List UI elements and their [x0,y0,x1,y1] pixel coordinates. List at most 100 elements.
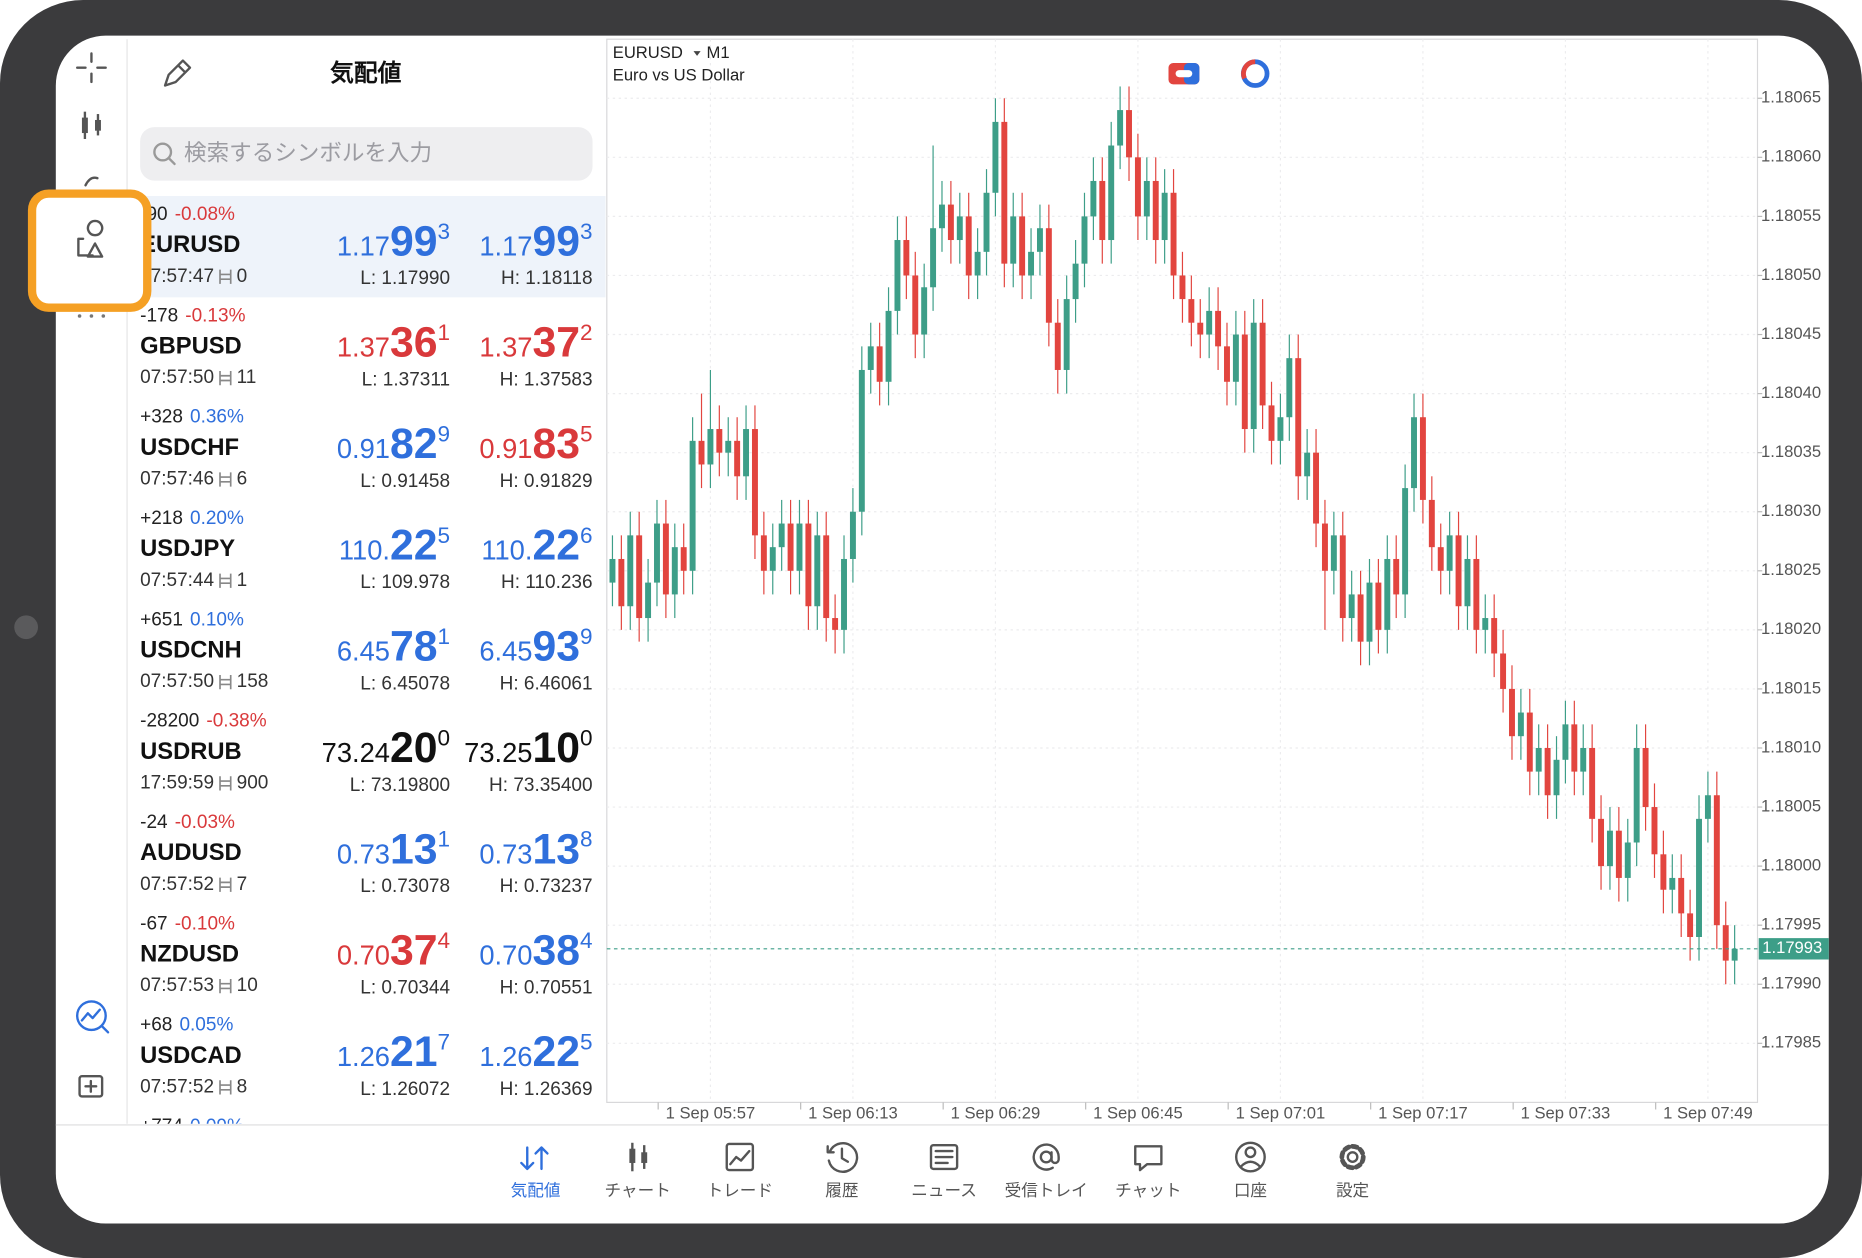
candle-body [1117,110,1124,146]
candle-body [1544,747,1551,796]
tab-label[interactable]: 設定 [1336,1181,1369,1200]
indicator-tool[interactable] [84,176,99,187]
candle-body [1402,488,1409,595]
symbol-name: USDJPY [140,535,235,562]
candle-body [796,523,803,571]
high-price: H: 6.46061 [500,673,593,694]
candle-body [1241,334,1248,430]
tab-label[interactable]: トレード [707,1181,773,1200]
x-tick-label: 1 Sep 07:01 [1236,1104,1326,1123]
candle-body [1179,275,1186,300]
low-price: L: 73.19800 [350,775,450,796]
chart-type-tool[interactable] [81,111,101,139]
candle-body [1188,299,1195,323]
candle-body [1375,582,1382,630]
more-tools[interactable] [77,314,106,318]
candle-body [671,547,678,595]
candle-body [1713,795,1720,926]
y-tick-label: 1.18005 [1761,796,1821,815]
candle-body [1722,925,1729,961]
candle-body [1348,594,1355,619]
high-price: H: 1.26369 [500,1079,593,1100]
candle-body [965,216,972,276]
candle-body [1232,334,1239,382]
candle-body [1036,228,1043,252]
tick-time: 07:57:52 [140,1076,214,1097]
candle-body [1606,830,1613,867]
tab-label[interactable]: 気配値 [511,1181,561,1200]
candle-body [1704,795,1711,819]
symbol-dropdown[interactable] [693,51,701,56]
x-tick-label: 1 Sep 07:17 [1378,1104,1468,1123]
candle-body [1197,322,1204,335]
price-sup: 7 [438,1029,451,1054]
tab-label[interactable]: ニュース [911,1181,977,1200]
change: +774 0.09% [140,1116,244,1137]
price-sup: 4 [580,928,593,953]
one-click-trading[interactable] [1168,62,1200,85]
price-prefix: 0.73 [337,838,390,869]
price-big: 21 [390,1028,438,1076]
price-big: 10 [532,724,580,772]
change-pct: 0.09% [190,1116,244,1137]
tab-label[interactable]: チャット [1115,1181,1181,1200]
high-price: H: 110.236 [501,572,593,593]
candle-body [787,523,794,571]
y-tick-label: 1.18010 [1761,737,1821,756]
crosshair-tool[interactable] [76,52,107,84]
tick-time: 07:57:47 [140,266,214,287]
search-icon [153,142,176,166]
y-tick-label: 1.18035 [1761,442,1821,461]
candle-body [1215,310,1222,347]
candle-body [1464,558,1471,607]
price-prefix: 1.17 [479,230,532,261]
y-tick-label: 1.18060 [1761,147,1821,166]
tab-label[interactable]: チャート [605,1181,671,1200]
candle-body [1384,558,1391,630]
tab-label[interactable]: 口座 [1234,1181,1267,1200]
price-big: 99 [532,217,580,265]
market-depth[interactable] [1240,59,1270,88]
y-tick-label: 1.18000 [1761,856,1821,875]
candle-body [867,346,874,370]
spread-icon [219,877,232,892]
y-tick-label: 1.18030 [1761,501,1821,520]
change: -24 -0.03% [140,812,235,833]
trend-tool[interactable] [76,1000,110,1034]
candle-body [1295,358,1302,477]
price: 1.17993 [337,217,450,265]
symbol-name: USDCHF [140,434,239,461]
candle-body [903,240,910,276]
price-sup: 5 [438,523,451,548]
new-chart-tool[interactable] [78,1075,104,1098]
candle-body [1366,582,1373,642]
tab-label[interactable]: 履歴 [825,1181,858,1200]
change: -178 -0.13% [140,305,245,326]
candle-body [1028,251,1035,276]
candle-body [1446,535,1453,571]
symbol-name: NZDUSD [140,940,239,967]
objects-tool[interactable] [77,219,104,258]
candle-body [1063,299,1070,370]
candle-body [734,440,741,477]
edit-button[interactable] [163,59,192,87]
candle-body [876,346,883,382]
change: -28200 -0.38% [140,711,267,732]
price-sup: 1 [438,320,451,345]
low-price: L: 0.91458 [360,471,450,492]
candle-body [1304,452,1311,477]
search-box[interactable] [140,127,593,181]
price-sup: 1 [438,827,451,852]
tab-label[interactable]: 受信トレイ [1005,1181,1088,1200]
change-points: -28200 [140,711,199,732]
